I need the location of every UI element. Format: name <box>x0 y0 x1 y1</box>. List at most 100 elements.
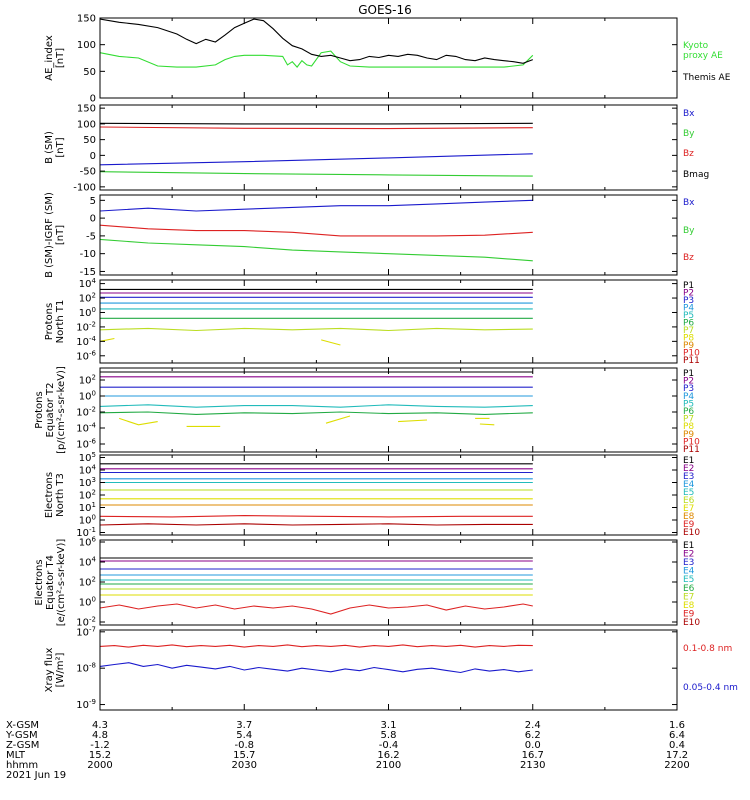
legend-item-en-1: E2 <box>683 464 694 474</box>
ephem-value-4-2: 0.4 <box>669 740 685 751</box>
ephem-value-1-4: 2030 <box>232 760 257 771</box>
series-line-en-8 <box>99 515 533 518</box>
legend-item-pn-9: P10 <box>683 349 700 359</box>
y-tick-label-en-1: 104 <box>79 464 97 477</box>
y-axis-label-pn-1: North T1 <box>55 300 66 344</box>
ephem-value-0-3: 15.2 <box>89 750 111 761</box>
series-line-pe-6 <box>119 417 158 426</box>
ephem-value-4-3: 17.2 <box>666 750 688 761</box>
y-axis-label-pe-0: Protons <box>34 391 45 428</box>
legend-item-ee-1: E2 <box>683 550 694 560</box>
ephem-value-2-3: 16.2 <box>377 750 399 761</box>
legend-item-ae-0: Kyoto <box>683 41 709 51</box>
series-line-pn-6 <box>99 327 533 332</box>
y-tick-label-pe-2: 10-2 <box>76 406 96 419</box>
y-tick-label-dbsm-2: -5 <box>86 231 96 242</box>
legend-item-pe-0: P1 <box>683 369 694 379</box>
y-tick-label-dbsm-1: -10 <box>80 249 96 260</box>
legend-item-en-9: E10 <box>683 528 700 538</box>
y-tick-label-pn-4: 10-4 <box>76 335 96 348</box>
y-tick-label-bsm-2: 0 <box>90 151 96 162</box>
legend-item-xray-1: 0.05-0.4 nm <box>683 683 738 693</box>
panel-pe: 102 100 10-2 10-4 10-6 Protons Equator T2 [p/(c… <box>34 366 700 455</box>
y-tick-label-xray-2: 10-9 <box>76 698 96 711</box>
y-tick-label-ae-2: 100 <box>77 40 96 51</box>
y-axis-label-ee-1: Equator T4 <box>45 555 56 610</box>
y-axis-label-xray-1: [W/m²] <box>55 652 66 687</box>
y-axis-label-ee-0: Electrons <box>34 559 45 605</box>
panel-frame-ae <box>99 17 678 99</box>
y-tick-label-ae-0: 0 <box>90 94 96 105</box>
y-axis-label-bsm-0: B (SM) <box>44 131 55 164</box>
ephem-label-4: hhmm <box>6 760 38 771</box>
legend-item-pe-10: P11 <box>683 445 700 455</box>
y-tick-label-bsm-1: -50 <box>80 167 96 178</box>
legend-item-pe-9: P10 <box>683 437 700 447</box>
y-tick-label-xray-0: 10-7 <box>76 625 96 638</box>
legend-item-pn-4: P5 <box>683 311 694 321</box>
legend-item-pe-8: P9 <box>683 430 694 440</box>
series-line-ae-1 <box>99 18 533 64</box>
y-tick-label-pe-0: 102 <box>79 374 96 387</box>
y-tick-label-pe-4: 10-6 <box>76 438 96 451</box>
ephem-value-2-4: 2100 <box>376 760 401 771</box>
legend-item-pe-6: P7 <box>683 415 694 425</box>
panel-frame-ee <box>99 539 678 626</box>
ephem-value-3-2: 0.0 <box>525 740 541 751</box>
y-axis-label-ae-1: [nT] <box>55 48 66 68</box>
ephem-value-2-1: 5.8 <box>381 730 397 741</box>
legend-item-en-5: E6 <box>683 496 695 506</box>
ephem-value-4-1: 6.4 <box>669 730 685 741</box>
ephem-value-1-2: -0.8 <box>234 740 254 751</box>
panel-dbsm: -15 -10 -5 0 5 B (SM)-IGRF (SM) [nT] Bx By Bz <box>44 192 695 278</box>
legend-item-ee-7: E8 <box>683 601 695 611</box>
ephem-value-3-1: 6.2 <box>525 730 541 741</box>
legend-item-pe-4: P5 <box>683 399 694 409</box>
legend-item-bsm-1: By <box>683 129 695 139</box>
legend-item-pn-10: P11 <box>683 356 700 366</box>
ephem-label-2: Z-GSM <box>6 740 39 751</box>
legend-item-pn-5: P6 <box>683 319 694 329</box>
series-line-bsm-3 <box>99 171 533 177</box>
series-line-pn-8 <box>321 339 341 346</box>
series-line-ee-8 <box>99 603 533 615</box>
figure-title: GOES-16 <box>358 3 412 17</box>
legend-item-ee-3: E4 <box>683 567 695 577</box>
legend-item-en-3: E4 <box>683 480 695 490</box>
legend-item-pe-5: P6 <box>683 407 694 417</box>
legend-item-pe-3: P4 <box>683 392 694 402</box>
legend-item-dbsm-1: By <box>683 226 695 236</box>
legend-item-ee-6: E7 <box>683 592 694 602</box>
series-line-bsm-0 <box>99 122 533 125</box>
series-line-ae-0 <box>99 50 534 68</box>
y-axis-label-pe-1: Equator T2 <box>45 383 56 438</box>
legend-item-en-4: E5 <box>683 488 694 498</box>
legend-item-pn-0: P1 <box>683 281 694 291</box>
y-tick-label-ee-0: 106 <box>79 536 97 549</box>
ephem-value-1-0: 3.7 <box>236 720 252 731</box>
series-line-xray-0 <box>99 644 533 648</box>
legend-item-dbsm-2: Bz <box>683 253 694 263</box>
ephem-value-4-0: 1.6 <box>669 720 685 731</box>
y-tick-label-xray-1: 10-8 <box>76 662 96 675</box>
y-tick-label-ae-3: 150 <box>77 14 96 25</box>
y-tick-label-bsm-4: 100 <box>77 119 96 130</box>
y-tick-label-ee-3: 100 <box>79 596 96 609</box>
y-axis-label-ae-0: AE_index <box>44 35 55 81</box>
y-axis-label-en-0: Electrons <box>44 472 55 518</box>
series-line-pe-5 <box>99 411 533 415</box>
legend-item-pe-1: P2 <box>683 377 694 387</box>
panel-bsm: -100 -50 0 50 100 150 B (SM) [nT] Bx By Bz Bmag <box>44 104 709 194</box>
legend-item-pe-2: P3 <box>683 384 694 394</box>
legend-item-bsm-2: Bz <box>683 149 694 159</box>
legend-item-ee-9: E10 <box>683 618 700 628</box>
y-axis-label-pe-2: [p/(cm²-s-sr-keV)] <box>56 366 67 454</box>
legend-item-en-0: E1 <box>683 456 694 466</box>
legend-item-pn-6: P7 <box>683 326 694 336</box>
y-axis-label-ee-2: [e/(cm²-s-sr-keV)] <box>56 539 67 627</box>
legend-item-en-8: E9 <box>683 520 695 530</box>
